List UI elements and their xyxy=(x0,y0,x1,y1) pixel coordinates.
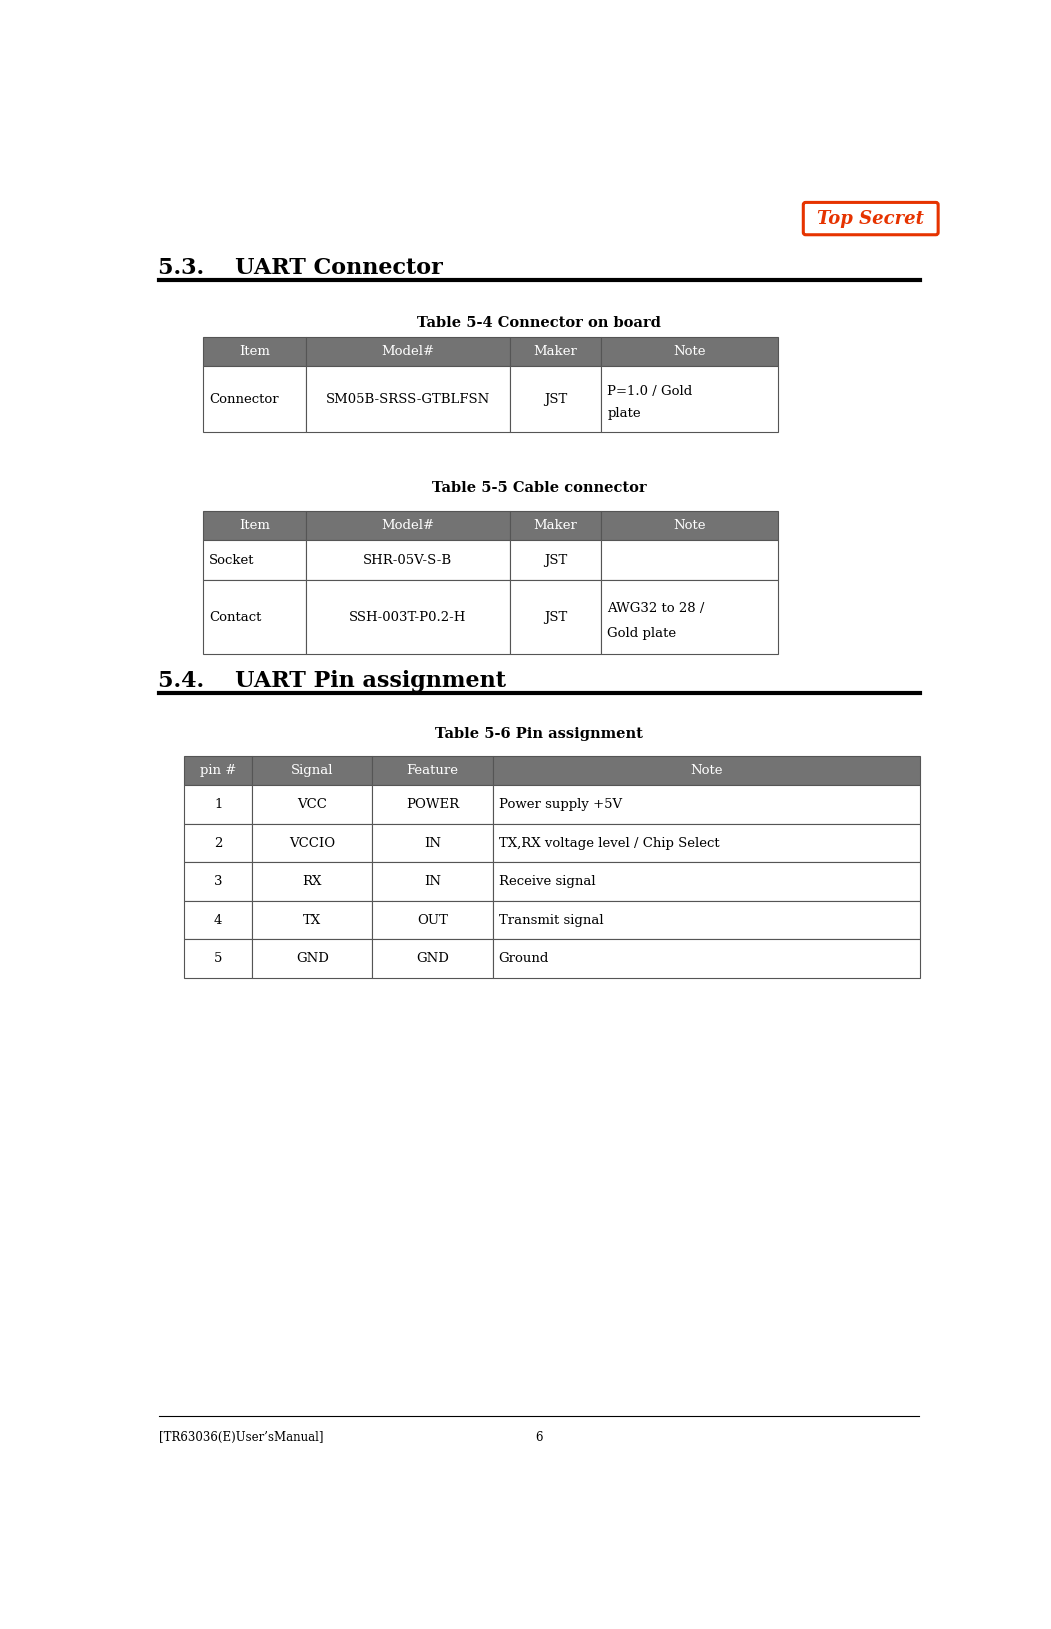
Text: P=1.0 / Gold: P=1.0 / Gold xyxy=(607,384,693,397)
Bar xyxy=(372,862,493,901)
Text: Note: Note xyxy=(673,520,705,533)
Bar xyxy=(601,512,778,541)
Text: JST: JST xyxy=(543,611,566,624)
Bar xyxy=(601,367,778,432)
Bar xyxy=(510,580,601,653)
Bar xyxy=(493,785,921,824)
Bar xyxy=(252,785,372,824)
Text: JST: JST xyxy=(543,554,566,567)
Text: Receive signal: Receive signal xyxy=(499,875,595,888)
Bar xyxy=(306,541,510,580)
Text: Connector: Connector xyxy=(209,393,279,406)
Bar xyxy=(510,541,601,580)
FancyBboxPatch shape xyxy=(803,202,939,235)
Text: Ground: Ground xyxy=(499,951,549,964)
Bar xyxy=(306,512,510,541)
Bar xyxy=(203,367,306,432)
Bar xyxy=(184,940,252,977)
Bar xyxy=(493,756,921,785)
Text: AWG32 to 28 /: AWG32 to 28 / xyxy=(607,601,704,614)
Bar xyxy=(372,901,493,940)
Bar xyxy=(252,862,372,901)
Bar xyxy=(372,824,493,862)
Bar xyxy=(601,580,778,653)
Text: JST: JST xyxy=(543,393,566,406)
Text: SM05B-SRSS-GTBLFSN: SM05B-SRSS-GTBLFSN xyxy=(326,393,490,406)
Text: VCC: VCC xyxy=(297,798,327,811)
Text: Top Secret: Top Secret xyxy=(818,210,924,228)
Text: IN: IN xyxy=(424,837,441,850)
Bar xyxy=(372,940,493,977)
Text: [TR63036(E)User’sManual]: [TR63036(E)User’sManual] xyxy=(159,1430,323,1443)
Bar xyxy=(493,901,921,940)
Text: SHR-05V-S-B: SHR-05V-S-B xyxy=(363,554,452,567)
Bar xyxy=(203,541,306,580)
Text: IN: IN xyxy=(424,875,441,888)
Bar xyxy=(372,756,493,785)
Bar xyxy=(372,785,493,824)
Text: Socket: Socket xyxy=(209,554,254,567)
Text: RX: RX xyxy=(303,875,322,888)
Text: Maker: Maker xyxy=(533,345,577,358)
Bar xyxy=(184,824,252,862)
Bar xyxy=(601,541,778,580)
Text: 5.3.    UART Connector: 5.3. UART Connector xyxy=(159,257,444,279)
Text: 6: 6 xyxy=(535,1430,542,1443)
Bar xyxy=(203,512,306,541)
Bar xyxy=(493,940,921,977)
Bar xyxy=(184,756,252,785)
Text: 3: 3 xyxy=(214,875,223,888)
Bar xyxy=(184,901,252,940)
Text: 4: 4 xyxy=(214,914,223,927)
Text: Item: Item xyxy=(239,520,270,533)
Text: POWER: POWER xyxy=(406,798,459,811)
Bar xyxy=(184,785,252,824)
Text: GND: GND xyxy=(416,951,449,964)
Text: OUT: OUT xyxy=(417,914,448,927)
Bar xyxy=(203,337,306,367)
Text: 5: 5 xyxy=(214,951,223,964)
Text: Table 5-4 Connector on board: Table 5-4 Connector on board xyxy=(417,316,661,329)
Bar xyxy=(306,580,510,653)
Bar xyxy=(601,337,778,367)
Text: Contact: Contact xyxy=(209,611,262,624)
Bar xyxy=(510,512,601,541)
Bar xyxy=(493,824,921,862)
Bar xyxy=(493,862,921,901)
Text: 2: 2 xyxy=(214,837,223,850)
Text: Maker: Maker xyxy=(533,520,577,533)
Text: pin #: pin # xyxy=(200,764,236,777)
Bar xyxy=(510,367,601,432)
Text: Item: Item xyxy=(239,345,270,358)
Text: TX,RX voltage level / Chip Select: TX,RX voltage level / Chip Select xyxy=(499,837,719,850)
Text: GND: GND xyxy=(296,951,329,964)
Bar xyxy=(306,337,510,367)
Text: 1: 1 xyxy=(214,798,223,811)
Bar xyxy=(252,756,372,785)
Text: SSH-003T-P0.2-H: SSH-003T-P0.2-H xyxy=(349,611,467,624)
Text: Note: Note xyxy=(691,764,723,777)
Text: Feature: Feature xyxy=(407,764,458,777)
Text: TX: TX xyxy=(304,914,322,927)
Text: Signal: Signal xyxy=(291,764,333,777)
Bar xyxy=(510,337,601,367)
Text: 5.4.    UART Pin assignment: 5.4. UART Pin assignment xyxy=(159,670,507,692)
Text: VCCIO: VCCIO xyxy=(289,837,335,850)
Bar xyxy=(203,580,306,653)
Text: Gold plate: Gold plate xyxy=(607,627,677,640)
Text: Table 5-5 Cable connector: Table 5-5 Cable connector xyxy=(432,481,646,495)
Text: Table 5-6 Pin assignment: Table 5-6 Pin assignment xyxy=(435,728,643,741)
Text: Model#: Model# xyxy=(382,345,434,358)
Bar xyxy=(184,862,252,901)
Text: plate: plate xyxy=(607,407,641,420)
Bar xyxy=(252,901,372,940)
Text: Model#: Model# xyxy=(382,520,434,533)
Text: Note: Note xyxy=(673,345,705,358)
Bar xyxy=(252,824,372,862)
Bar xyxy=(306,367,510,432)
Text: Transmit signal: Transmit signal xyxy=(499,914,603,927)
Text: Power supply +5V: Power supply +5V xyxy=(499,798,622,811)
Bar xyxy=(252,940,372,977)
